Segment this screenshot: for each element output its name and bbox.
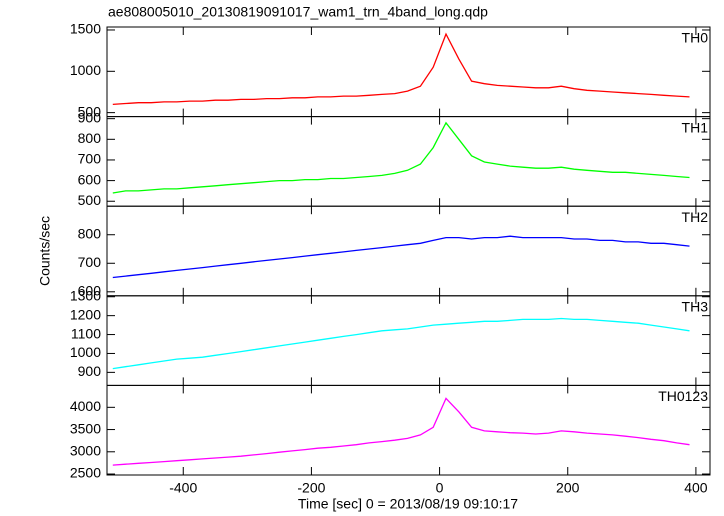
panel-frame (106, 384, 711, 476)
y-tick-label: 600 (78, 171, 102, 187)
chart-title: ae808005010_20130819091017_wam1_trn_4ban… (108, 4, 488, 20)
y-tick-label: 700 (78, 254, 102, 270)
data-line (112, 121, 690, 194)
y-tick-label: 1100 (71, 325, 101, 341)
x-axis-label: Time [sec] 0 = 2013/08/19 09:10:17 (298, 496, 518, 512)
y-tick-label: 3000 (70, 442, 101, 458)
x-tick-label: 0 (436, 480, 444, 496)
y-tick-label: 2500 (70, 465, 101, 481)
panel-label: TH0 (682, 30, 709, 46)
data-line (112, 32, 690, 106)
y-tick-label: 500 (78, 192, 102, 208)
y-tick-label: 800 (78, 225, 102, 241)
data-line (112, 235, 690, 279)
y-tick-label: 1500 (70, 21, 101, 37)
y-tick-label: 900 (78, 109, 102, 125)
y-tick-label: 1200 (70, 306, 101, 322)
y-tick-label: 800 (78, 130, 102, 146)
x-tick-label: 400 (684, 480, 708, 496)
data-line (112, 317, 690, 370)
panel-label: TH2 (682, 209, 709, 225)
y-tick-label: 500 (78, 103, 102, 119)
y-tick-label: 900 (78, 363, 102, 379)
y-tick-label: 1000 (70, 62, 101, 78)
x-tick-label: -200 (297, 480, 325, 496)
data-line (112, 397, 690, 466)
y-tick-label: 3500 (70, 420, 101, 436)
panel-frame (106, 116, 711, 207)
y-tick-label: 1000 (70, 344, 101, 360)
panel-frame (106, 295, 711, 386)
y-axis-label: Counts/sec (37, 216, 53, 286)
panel-label: TH3 (682, 299, 709, 315)
panel-frame (106, 205, 711, 297)
x-tick-label: 200 (556, 480, 580, 496)
y-tick-label: 1300 (70, 287, 101, 303)
y-tick-label: 4000 (70, 398, 101, 414)
panel-label: TH0123 (658, 388, 708, 404)
x-tick-label: -400 (169, 480, 197, 496)
panel-frame (106, 26, 711, 118)
panel-label: TH1 (682, 119, 709, 135)
y-tick-label: 700 (78, 151, 102, 167)
y-tick-label: 600 (78, 283, 102, 299)
